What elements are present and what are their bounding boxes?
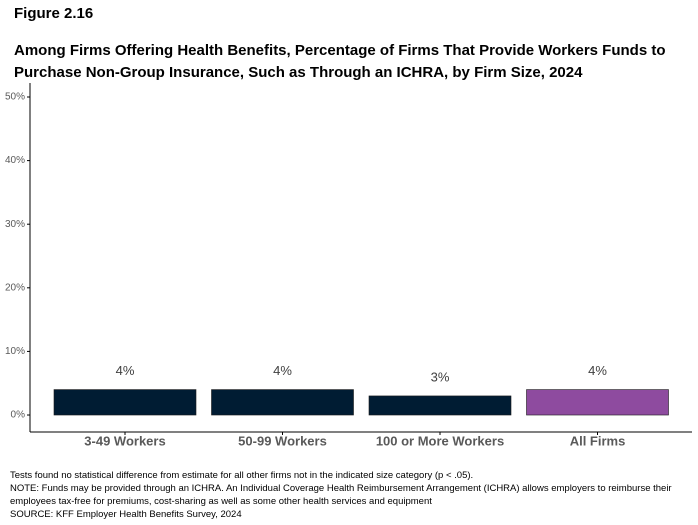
chart: 0% 10% 20% 30% 40% 50% 3-49 Workers 4% 50-99 Wor… bbox=[5, 83, 692, 448]
bar bbox=[53, 389, 197, 416]
chart-title: Among Firms Offering Health Benefits, Pe… bbox=[14, 42, 666, 81]
note: SOURCE: KFF Employer Health Benefits Sur… bbox=[10, 509, 242, 520]
y-tick-label: 50% bbox=[5, 92, 25, 103]
y-tick-label: 30% bbox=[5, 219, 25, 230]
value-label: 4% bbox=[273, 363, 292, 378]
y-tick-label: 20% bbox=[5, 282, 25, 293]
y-tick-label: 10% bbox=[5, 346, 25, 357]
x-tick-label: All Firms bbox=[570, 433, 626, 448]
y-tick-label: 40% bbox=[5, 155, 25, 166]
x-tick-label: 50-99 Workers bbox=[238, 433, 327, 448]
x-tick-label: 3-49 Workers bbox=[84, 433, 165, 448]
bar bbox=[211, 389, 354, 416]
bar bbox=[526, 389, 669, 416]
figure-label: Figure 2.16 bbox=[14, 5, 94, 22]
value-label: 4% bbox=[116, 363, 135, 378]
note: Tests found no statistical difference fr… bbox=[10, 470, 474, 481]
note: NOTE: Funds may be provided through an I… bbox=[10, 483, 672, 507]
notes: Tests found no statistical difference fr… bbox=[10, 469, 690, 521]
value-label: 4% bbox=[588, 363, 607, 378]
y-tick-label: 0% bbox=[11, 410, 26, 421]
x-tick-label: 100 or More Workers bbox=[376, 433, 504, 448]
value-label: 3% bbox=[431, 369, 450, 384]
bar bbox=[368, 395, 512, 416]
